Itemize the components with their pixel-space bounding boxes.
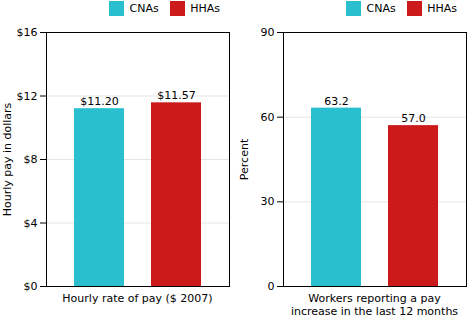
svg-text:$8: $8 [24, 153, 38, 166]
svg-text:$4: $4 [24, 217, 38, 230]
html-text:Hourly rate of pay ($ 2007): Hourly rate of pay ($ 2007) [62, 292, 213, 305]
svg-text:0: 0 [268, 280, 275, 292]
svg-text:57.0: 57.0 [401, 112, 426, 125]
svg-text:$12: $12 [17, 90, 38, 103]
svg-text:30: 30 [261, 195, 275, 208]
svg-text:$11.20: $11.20 [80, 95, 119, 108]
svg-text:60: 60 [261, 111, 275, 124]
svg-text:63.2: 63.2 [324, 95, 349, 108]
html-text:Workers reporting a pay increa: Workers reporting a pay increase in the … [290, 292, 459, 318]
html-text:CNAs: CNAs [129, 1, 159, 15]
html-text:CNAs: CNAs [366, 1, 396, 15]
svg-text:Hourly pay in dollars: Hourly pay in dollars [1, 102, 14, 216]
html-text:HHAs: HHAs [427, 1, 457, 15]
svg-text:$16: $16 [17, 26, 38, 39]
svg-text:$0: $0 [24, 280, 38, 292]
svg-text:90: 90 [261, 26, 275, 39]
html-text:HHAs: HHAs [190, 1, 220, 15]
svg-text:Percent: Percent [238, 138, 251, 180]
svg-text:$11.57: $11.57 [157, 89, 196, 102]
